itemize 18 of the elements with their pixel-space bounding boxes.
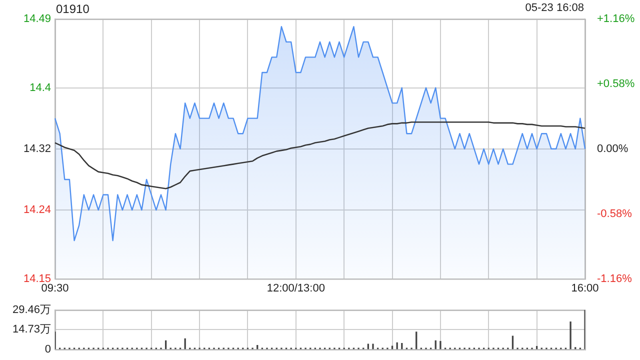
x-tick-label: 09:30 bbox=[41, 282, 69, 294]
chart-title: 01910 bbox=[56, 2, 90, 16]
y2-tick-label: -1.16% bbox=[597, 272, 632, 285]
x-tick-label: 12:00/13:00 bbox=[266, 282, 325, 294]
y-tick-label: 14.15 bbox=[23, 272, 51, 285]
y-tick-label: 29.46万 bbox=[12, 304, 51, 316]
y-tick-label: 0 bbox=[44, 343, 51, 356]
y-tick-label: 14.49 bbox=[23, 13, 51, 26]
y-tick-label: 14.73万 bbox=[12, 324, 51, 336]
y2-tick-label: +0.58% bbox=[597, 78, 635, 90]
y-tick-label: 14.24 bbox=[23, 204, 51, 216]
y2-tick-label: +1.16% bbox=[597, 13, 635, 26]
text: 05-23 16:08 bbox=[525, 2, 584, 14]
y-tick-label: 14.4 bbox=[30, 82, 51, 94]
y2-tick-label: -0.58% bbox=[597, 208, 632, 220]
y2-tick-label: 0.00% bbox=[597, 142, 628, 155]
y-tick-label: 14.32 bbox=[23, 142, 51, 155]
x-tick-label: 16:00 bbox=[571, 282, 599, 294]
